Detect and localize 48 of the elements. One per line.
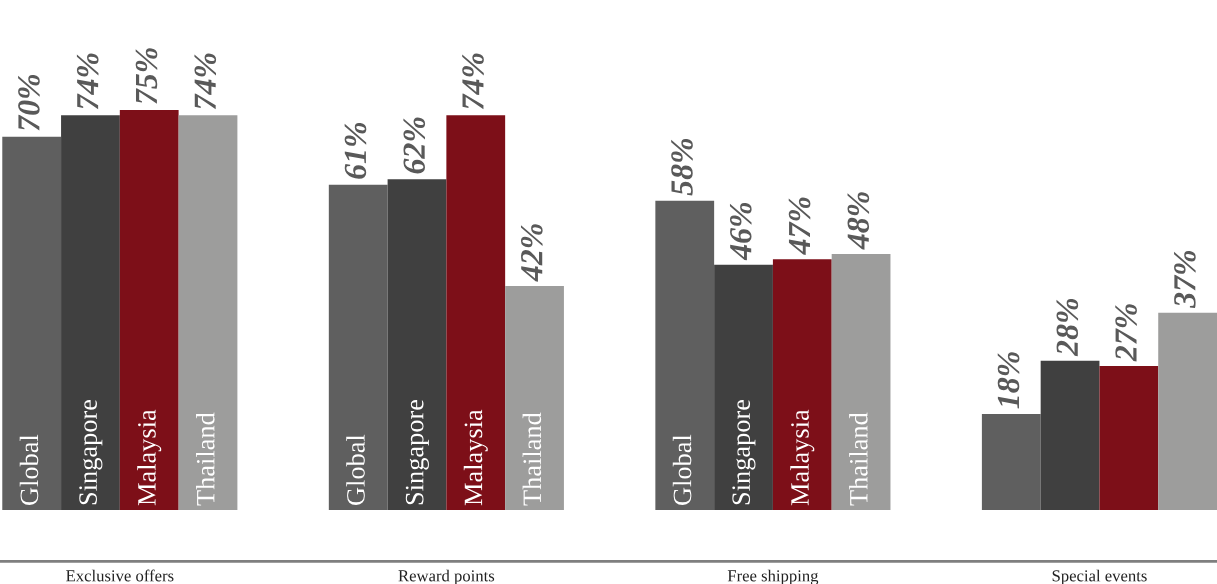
text: Singapore [732, 399, 756, 505]
text: Global [346, 434, 365, 505]
data-label: 27% [1115, 304, 1137, 362]
series-label: Global [19, 434, 39, 505]
bar [831, 254, 891, 510]
bar [981, 414, 1041, 510]
data-label: 74% [462, 53, 484, 110]
series-label: Malaysia [137, 409, 162, 506]
x-tick-label: Reward points [398, 569, 495, 584]
data-label: 47% [788, 197, 811, 256]
data-label: 28% [1056, 298, 1079, 357]
bar [387, 179, 447, 510]
data-label: 70% [18, 74, 40, 131]
data-label: 46% [729, 202, 752, 261]
bar [505, 286, 564, 510]
bar [655, 200, 715, 510]
series-label: Singapore [79, 399, 103, 505]
bar [178, 115, 238, 510]
data-label: 62% [403, 117, 426, 174]
bar [1158, 312, 1217, 510]
bar [61, 115, 120, 510]
data-label: 42% [520, 224, 543, 282]
text: Malaysia [463, 409, 488, 506]
text: Singapore [405, 399, 429, 505]
data-label: 48% [847, 192, 870, 250]
text: Malaysia [790, 409, 815, 506]
data-label: 74% [194, 53, 217, 110]
data-label: 75% [135, 48, 158, 104]
bar [1099, 366, 1159, 510]
data-label: 18% [997, 352, 1020, 409]
text: Thailand [849, 412, 868, 506]
bar [119, 110, 179, 510]
text: Thailand [522, 412, 542, 506]
text: Global [672, 434, 692, 505]
series-label: Thailand [196, 412, 215, 506]
bar [1040, 360, 1100, 510]
bar [328, 184, 388, 510]
x-tick-label: Exclusive offers [66, 569, 174, 582]
x-tick-label: Special events [1052, 569, 1147, 584]
x-tick-label: Free shipping [727, 569, 819, 584]
data-label: 74% [76, 53, 99, 110]
bar [714, 264, 773, 510]
data-label: 61% [344, 122, 367, 179]
bar [2, 136, 62, 510]
data-label: 37% [1174, 250, 1196, 309]
bar [772, 259, 832, 510]
bar [446, 115, 506, 510]
data-label: 58% [671, 138, 693, 196]
